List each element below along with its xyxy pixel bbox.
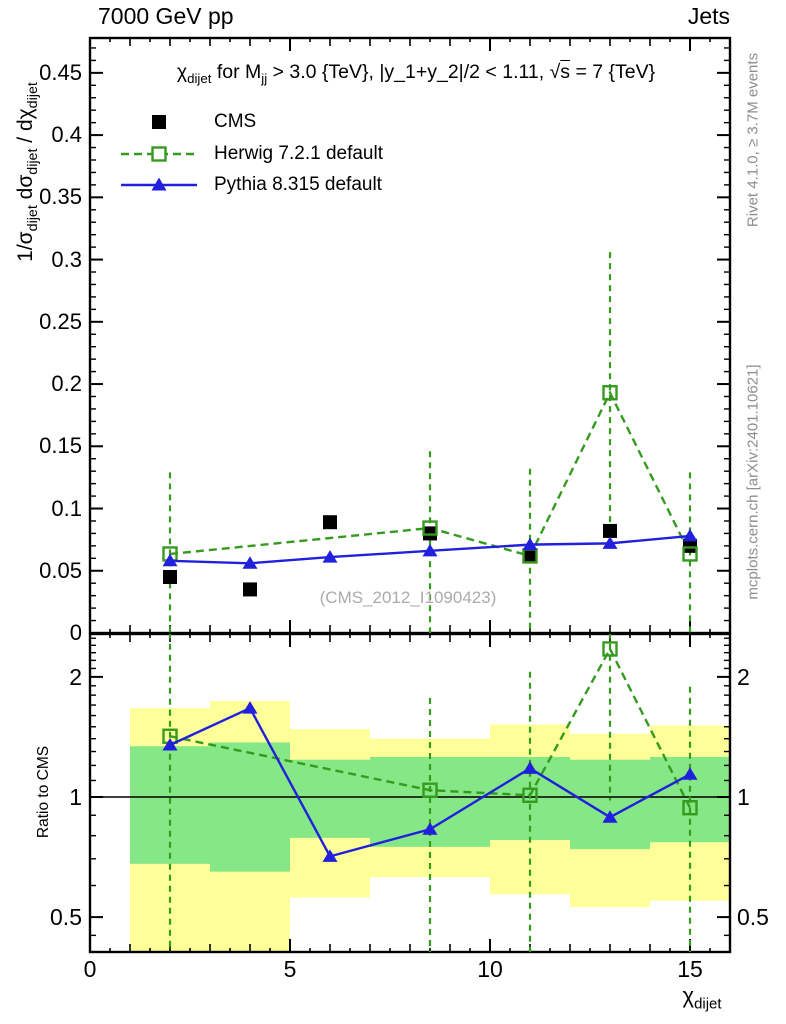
main-y-tick-label: 0.35 bbox=[39, 184, 82, 210]
legend-marker-square-open bbox=[121, 145, 197, 162]
ratio-y-tick-label-left: 1 bbox=[69, 784, 82, 810]
ratio-y-axis-label: Ratio to CMS bbox=[35, 745, 52, 839]
green-band-bin bbox=[570, 759, 650, 850]
green-band-bin bbox=[290, 759, 370, 838]
herwig-line-ratio bbox=[169, 646, 692, 809]
main-y-tick-label: 0.1 bbox=[51, 495, 82, 521]
main-y-tick-label: 0.15 bbox=[39, 433, 82, 459]
main-y-tick-label: 0.05 bbox=[39, 557, 82, 583]
ratio-y-tick-label-left: 0.5 bbox=[50, 904, 82, 931]
plot-title: χdijet for Mjj > 3.0 {TeV}, |y_1+y_2|/2 … bbox=[176, 61, 656, 86]
x-tick-label: 5 bbox=[283, 956, 297, 982]
ratio-y-tick-label-right: 0.5 bbox=[737, 904, 769, 931]
green-band-bin bbox=[210, 742, 290, 872]
x-tick-label: 0 bbox=[83, 956, 97, 982]
ratio-y-tick-label-left: 2 bbox=[69, 663, 82, 690]
beam-header: 7000 GeV pp bbox=[98, 3, 234, 29]
pythia-markers-ratio bbox=[162, 701, 698, 862]
herwig-error-bars-ratio bbox=[168, 634, 692, 952]
ratio-y-tick-label-right: 2 bbox=[737, 663, 750, 690]
herwig-markers-ratio bbox=[162, 641, 698, 816]
legend-marker-square-filled bbox=[152, 115, 166, 129]
main-y-axis-label: 1/σdijet dσdijet / dχdijet bbox=[14, 82, 42, 262]
legend-marker-triangle-filled bbox=[121, 177, 197, 191]
x-tick-label: 10 bbox=[477, 956, 503, 982]
main-y-tick-label: 0.2 bbox=[51, 371, 82, 397]
x-axis-label: χdijet bbox=[682, 983, 722, 1013]
legend-item-label: CMS bbox=[214, 111, 257, 132]
main-y-tick-label: 0.3 bbox=[51, 246, 82, 272]
watermark-analysis-id: (CMS_2012_I1090423) bbox=[319, 588, 497, 607]
main-y-tick-label: 0.45 bbox=[39, 59, 82, 85]
x-tick-label: 15 bbox=[677, 956, 703, 982]
rivet-version-note: Rivet 4.1.0, ≥ 3.7M events bbox=[744, 52, 762, 228]
legend-item-label: Herwig 7.2.1 default bbox=[214, 142, 383, 164]
mcplots-note: mcplots.cern.ch [arXiv:2401.10621] bbox=[744, 364, 762, 600]
ratio-y-tick-label-right: 1 bbox=[737, 784, 750, 810]
main-y-tick-label: 0 bbox=[69, 620, 82, 645]
main-y-tick-label: 0.25 bbox=[39, 308, 82, 334]
pythia-markers-main bbox=[162, 528, 698, 569]
legend-item-label: Pythia 8.315 default bbox=[214, 174, 382, 195]
main-y-tick-label: 0.4 bbox=[51, 122, 82, 148]
analysis-header: Jets bbox=[687, 3, 730, 29]
